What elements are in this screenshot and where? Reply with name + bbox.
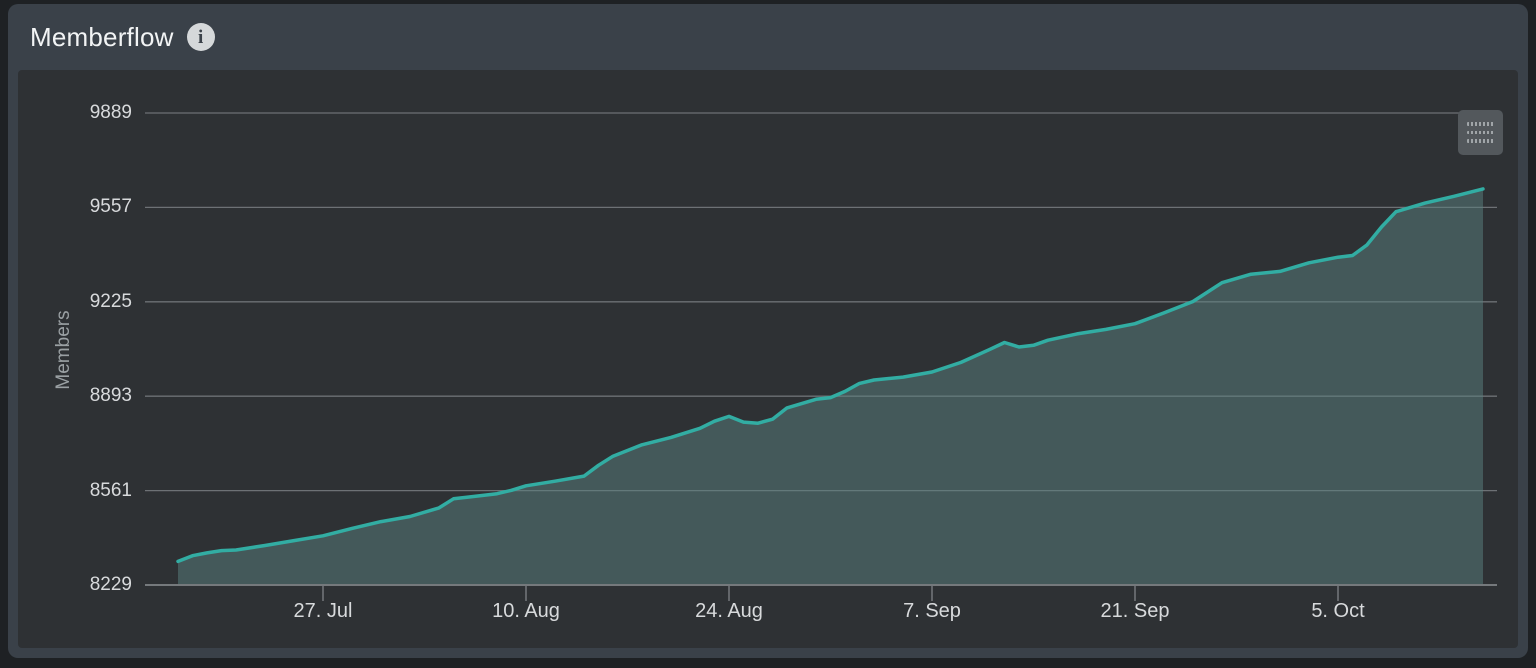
x-axis-tick-label: 7. Sep: [903, 600, 961, 622]
chart-context-menu-button[interactable]: [1458, 110, 1503, 155]
members-series-area: [178, 188, 1483, 585]
y-axis-tick-label: 8229: [89, 574, 132, 595]
y-axis-title: Members: [53, 310, 74, 390]
x-axis-tick-label: 10. Aug: [492, 600, 560, 622]
memberflow-panel: Memberflow i Members 8229 8561 8893 9225 955…: [8, 4, 1528, 658]
y-axis-tick-label: 8561: [89, 479, 132, 501]
y-axis-tick-label: 8893: [89, 385, 132, 407]
members-series-line: [176, 187, 1485, 564]
x-axis-tick-label: 21. Sep: [1100, 600, 1170, 622]
x-axis-tick-label: 27. Jul: [293, 600, 353, 622]
y-axis-tick-label: 9557: [89, 196, 132, 218]
x-axis-tick-label: 24. Aug: [695, 600, 763, 622]
x-axis-tick-label: 5. Oct: [1311, 600, 1365, 622]
panel-header: Memberflow i: [8, 4, 1528, 70]
info-icon-glyph: i: [197, 26, 204, 48]
panel-title: Memberflow: [30, 21, 174, 52]
memberflow-chart: Members 8229 8561 8893 9225 9557 9889 27. Jul…: [18, 70, 1518, 648]
info-icon[interactable]: i: [186, 23, 215, 51]
y-axis-tick-label: 9225: [89, 290, 132, 312]
y-axis-tick-label: 9889: [89, 102, 132, 123]
hamburger-menu-icon: [1467, 122, 1494, 143]
chart-plot[interactable]: [18, 70, 1518, 648]
